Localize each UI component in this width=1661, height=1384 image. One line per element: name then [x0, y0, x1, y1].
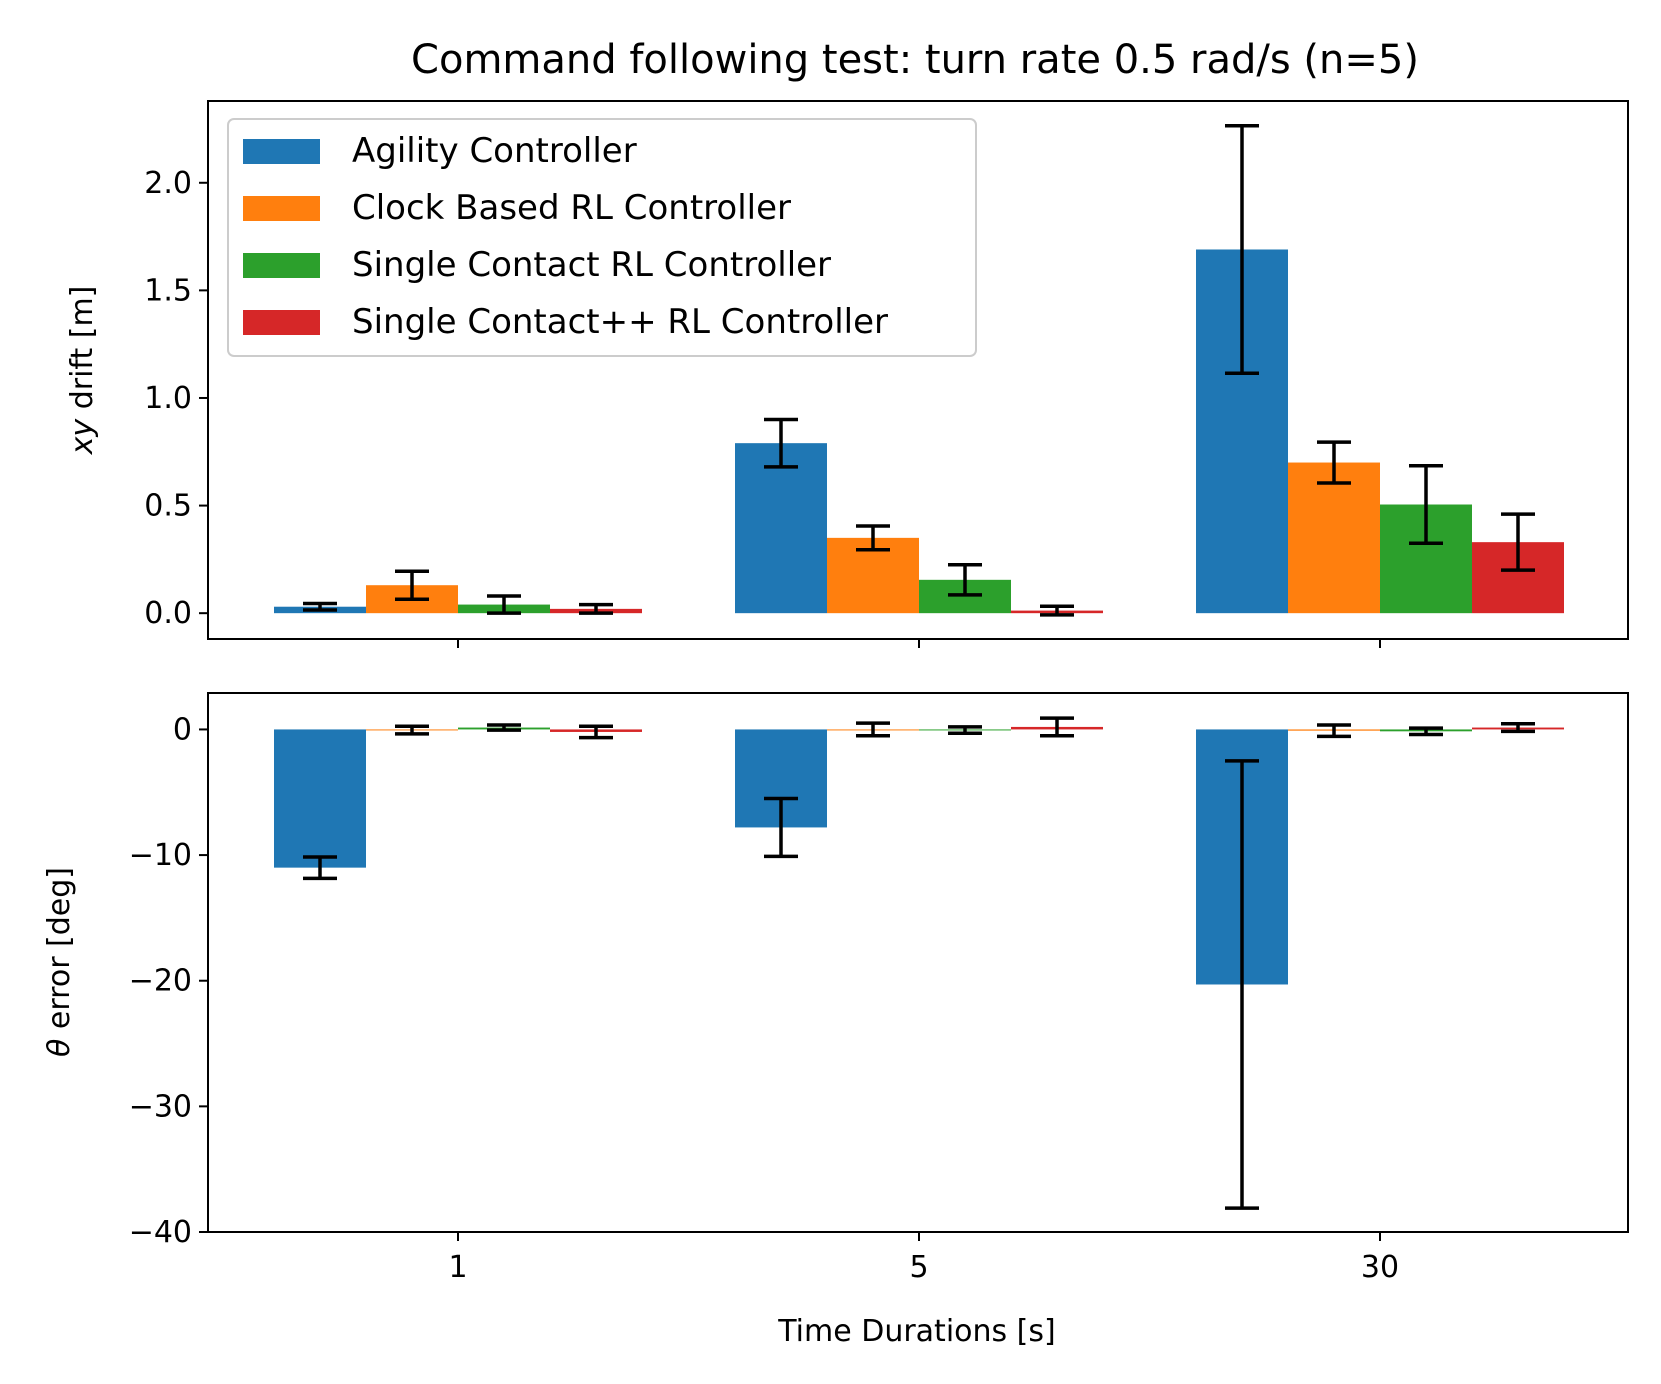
legend-entry: Single Contact++ RL Controller: [243, 302, 888, 342]
bottom-y-label-variable: θ: [42, 1039, 77, 1057]
bottom-bars: [274, 726, 1564, 985]
bottom-error-bar: [579, 724, 613, 740]
bottom-x-ticks: 1 5 30: [448, 1232, 1399, 1285]
top-error-bars: [303, 123, 1535, 617]
bottom-error-bar: [948, 725, 982, 735]
legend-entry: Clock Based RL Controller: [243, 188, 791, 228]
legend-label: Clock Based RL Controller: [352, 188, 791, 228]
legend-swatch: [243, 253, 320, 278]
legend-swatch: [243, 196, 320, 221]
bottom-error-bar: [487, 723, 521, 732]
top-y-tick-label: 1.0: [144, 381, 192, 416]
top-error-bar: [395, 569, 429, 601]
x-axis-label: Time Durations [s]: [777, 1314, 1055, 1349]
bottom-error-bar: [1225, 759, 1259, 1210]
bottom-y-axis-label: θ error [deg]: [42, 867, 77, 1057]
bottom-axes-frame: [207, 692, 1629, 1233]
legend-label: Agility Controller: [352, 131, 637, 171]
bottom-error-bar: [395, 724, 429, 736]
bottom-error-bar: [856, 721, 890, 738]
top-error-bar: [303, 601, 337, 612]
bottom-panel: 0−10−20−30−40 1 5 30 θ error [deg] Time Du…: [42, 692, 1629, 1349]
bottom-error-bar: [1040, 716, 1074, 738]
bottom-error-bar: [1409, 726, 1443, 737]
x-tick-label: 1: [448, 1250, 467, 1285]
top-error-bar: [764, 417, 798, 469]
bottom-y-label-unit: error [deg]: [42, 867, 77, 1039]
top-bar: [735, 443, 827, 614]
top-error-bar: [487, 594, 521, 615]
bottom-y-ticks: 0 −10 −20 −30 −40: [129, 712, 208, 1250]
chart-title: Command following test: turn rate 0.5 ra…: [411, 37, 1419, 83]
bottom-error-bar: [1501, 722, 1535, 734]
legend-label: Single Contact++ RL Controller: [352, 302, 888, 342]
top-panel: 0.0 0.5 1.0 1.5 2.0 xy drift [m] Agility Con…: [65, 100, 1629, 648]
top-x-ticks: [457, 639, 1381, 648]
bottom-y-tick-label: 0: [173, 712, 192, 747]
top-y-label-variable: xy: [65, 418, 100, 456]
top-y-tick-label: 1.5: [144, 273, 192, 308]
top-error-bar: [1317, 440, 1351, 485]
legend: Agility Controller Clock Based RL Control…: [227, 118, 977, 357]
top-y-label-unit: drift [m]: [65, 286, 100, 419]
top-y-tick-label: 2.0: [144, 166, 192, 201]
top-y-ticks: 0.0 0.5 1.0 1.5 2.0: [144, 166, 208, 631]
legend-entries: Agility Controller Clock Based RL Control…: [243, 131, 888, 342]
top-y-axis-label: xy drift [m]: [65, 286, 100, 456]
top-error-bar: [1225, 123, 1259, 375]
top-error-bar: [948, 563, 982, 597]
bottom-error-bar: [1317, 723, 1351, 739]
top-error-bar: [1409, 464, 1443, 545]
top-error-bar: [579, 602, 613, 615]
top-y-tick-label: 0.0: [144, 596, 192, 631]
legend-swatch: [243, 139, 320, 164]
x-tick-label: 30: [1361, 1250, 1399, 1285]
legend-box: [227, 118, 977, 357]
bottom-y-tick-label: −40: [129, 1215, 192, 1250]
legend-entry: Agility Controller: [243, 131, 637, 171]
top-error-bar: [1040, 604, 1074, 617]
bottom-error-bars: [303, 716, 1535, 1210]
legend-swatch: [243, 310, 320, 335]
top-error-bar: [856, 524, 890, 552]
legend-label: Single Contact RL Controller: [352, 245, 831, 285]
bottom-error-bar: [303, 855, 337, 881]
top-bar: [1288, 462, 1380, 614]
bottom-y-tick-label: −30: [129, 1089, 192, 1124]
x-tick-label: 5: [909, 1250, 928, 1285]
bottom-y-tick-label: −10: [129, 838, 192, 873]
legend-entry: Single Contact RL Controller: [243, 245, 831, 285]
bottom-bar: [274, 729, 366, 868]
bottom-y-tick-label: −20: [129, 964, 192, 999]
top-y-tick-label: 0.5: [144, 489, 192, 524]
bottom-error-bar: [764, 796, 798, 859]
top-error-bar: [1501, 512, 1535, 572]
